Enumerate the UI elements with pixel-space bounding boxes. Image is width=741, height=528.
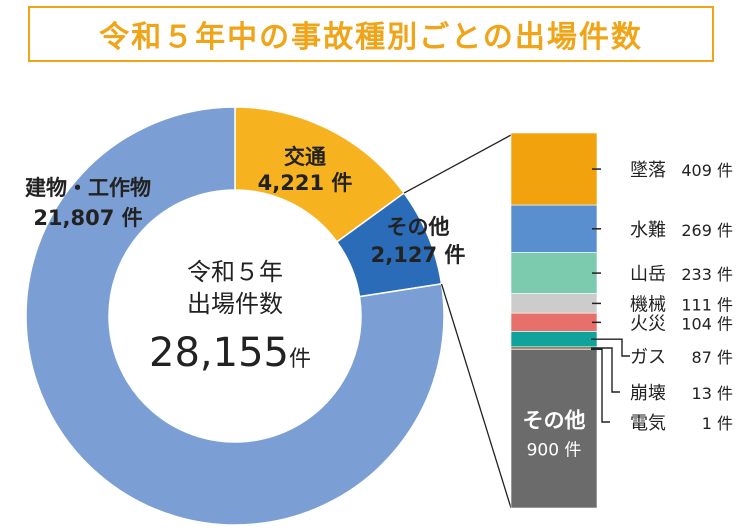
bar-value-7: 1 件 [702,414,733,433]
bar-leader-6 [591,347,620,393]
donut-slice-2 [25,106,445,526]
center-total: 28,155件 [149,330,311,376]
slice-label-1: その他 [387,215,450,239]
bar-label-2: 山岳 [630,264,666,285]
bar-label-4: 火災 [630,313,666,334]
bar-value-8: 900 件 [527,440,582,460]
bar-value-2: 233 件 [681,265,733,284]
bar-value-0: 409 件 [681,161,733,180]
bar-leader-7 [591,348,610,423]
stacked-bar-chart: 墜落 409 件水難 269 件山岳 233 件機械 111 件火災 104 件ガス 87 … [510,132,733,509]
bar-segment-4 [510,312,598,332]
chart-title: 令和５年中の事故種別ごとの出場件数 [99,20,643,55]
center-total-value: 28,155 [149,330,289,376]
bar-leader-5 [591,338,630,357]
slice-label-2: 建物・工作物 [25,176,151,200]
bar-segment-5 [510,331,598,348]
slice-value-1: 2,127 件 [371,243,466,267]
bar-value-4: 104 件 [681,314,733,333]
bar-segment-3 [510,293,598,314]
slice-value-2: 21,807 件 [33,206,142,230]
bar-label-7: 電気 [630,413,666,434]
bar-value-6: 13 件 [692,384,733,403]
bar-segment-0 [510,132,598,206]
bar-value-5: 87 件 [692,348,733,367]
bar-label-3: 機械 [630,294,666,315]
bar-label-0: 墜落 [630,160,666,181]
bar-segment-8 [510,349,598,509]
bar-label-5: ガス [630,347,666,368]
bar-label-8: その他 [523,408,586,432]
bar-segment-2 [510,252,598,294]
connector-top [403,134,512,194]
bar-label-1: 水難 [630,220,666,241]
center-label-line1: 令和５年 [187,258,283,286]
connector-lines [403,134,512,509]
connector-bottom [440,283,512,509]
slice-value-0: 4,221 件 [258,171,353,195]
center-total-unit: 件 [289,347,311,372]
bar-value-3: 111 件 [681,295,733,314]
center-label-line2: 出場件数 [187,290,283,318]
bar-label-6: 崩壊 [630,383,666,404]
bar-segment-6 [510,346,598,350]
bar-value-1: 269 件 [681,221,733,240]
chart-title-box: 令和５年中の事故種別ごとの出場件数 [28,6,714,62]
bar-segment-1 [510,204,598,253]
slice-label-0: 交通 [284,145,326,169]
